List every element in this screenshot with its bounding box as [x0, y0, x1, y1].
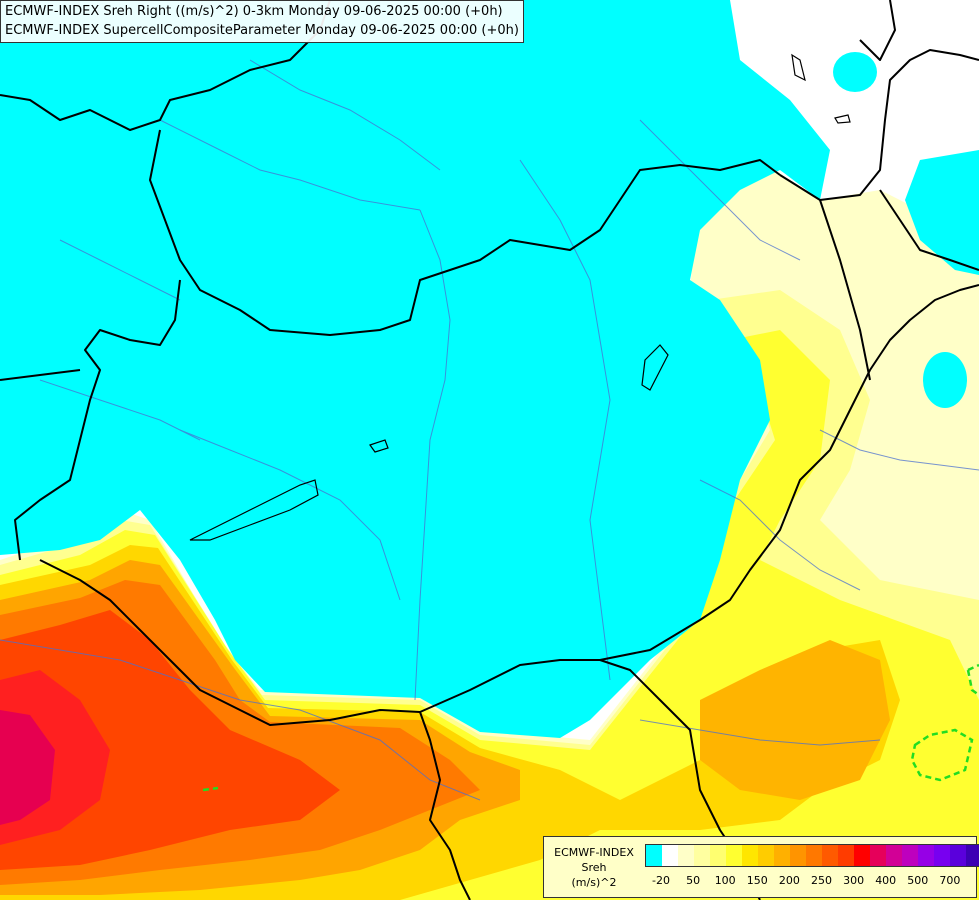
- legend-swatch: [758, 845, 774, 866]
- river: [179, 429, 401, 601]
- legend-tick-label: 250: [811, 874, 832, 887]
- legend-swatch: [726, 845, 742, 866]
- legend-swatch: [918, 845, 934, 866]
- legend-swatch-bar: [645, 844, 979, 867]
- river: [639, 119, 801, 261]
- legend-tick-label: 200: [778, 874, 800, 887]
- crimson-core-region: [0, 710, 55, 825]
- legend-swatch: [694, 845, 710, 866]
- legend-title-line-2: Sreh: [581, 861, 607, 874]
- river: [0, 639, 481, 801]
- country-border: [819, 199, 871, 381]
- country-border: [859, 0, 896, 61]
- supercell-contour: [910, 728, 974, 782]
- legend-tick-label: 700: [939, 874, 961, 887]
- legend-swatch: [790, 845, 806, 866]
- legend-tick-label: 150: [746, 874, 768, 887]
- legend-swatch: [822, 845, 838, 866]
- helicity-field-cold: [0, 0, 979, 738]
- country-border: [39, 559, 471, 900]
- country-border: [419, 659, 761, 900]
- legend-swatch: [854, 845, 870, 866]
- legend-tick-label: 300: [843, 874, 865, 887]
- legend-swatch: [966, 845, 979, 866]
- legend-swatch: [902, 845, 918, 866]
- legend-swatch: [678, 845, 694, 866]
- title-line-1: ECMWF-INDEX Sreh Right ((m/s)^2) 0-3km M…: [5, 4, 503, 19]
- title-line-2: ECMWF-INDEX SupercellCompositeParameter …: [5, 23, 519, 38]
- country-border: [0, 369, 81, 381]
- legend-swatch: [838, 845, 854, 866]
- river: [39, 379, 201, 441]
- lake: [369, 439, 389, 453]
- legend-swatch: [646, 845, 662, 866]
- legend-tick-row: -20 50 100 150 200 250 300 400 500 700: [645, 874, 971, 888]
- legend-swatch: [950, 845, 966, 866]
- cyan-patch-east-small: [923, 352, 967, 408]
- river: [159, 119, 421, 211]
- river: [519, 159, 611, 681]
- country-border: [14, 279, 181, 561]
- cyan-patch-east: [905, 150, 979, 275]
- orange-east-region: [700, 640, 890, 800]
- country-border: [149, 129, 781, 336]
- lake: [641, 344, 669, 391]
- legend-swatch: [934, 845, 950, 866]
- supercell-contour: [966, 663, 979, 697]
- country-border: [599, 284, 979, 661]
- legend-title: ECMWF-INDEX Sreh (m/s)^2: [548, 845, 640, 890]
- color-legend: ECMWF-INDEX Sreh (m/s)^2 -20 50 100 150 200 2…: [543, 836, 979, 898]
- legend-tick-label: 100: [714, 874, 736, 887]
- cyan-patch-ne: [833, 52, 877, 92]
- legend-swatch: [774, 845, 790, 866]
- river: [699, 479, 861, 591]
- rivers: [0, 59, 979, 801]
- river: [639, 719, 881, 746]
- cyan-region: [0, 0, 830, 738]
- lake: [834, 114, 851, 124]
- country-border: [879, 189, 979, 271]
- legend-swatch: [806, 845, 822, 866]
- lake: [791, 53, 806, 82]
- legend-tick-label: -20: [652, 874, 670, 887]
- legend-swatch: [870, 845, 886, 866]
- legend-tick-label: 50: [686, 874, 701, 887]
- lakes: [189, 53, 851, 541]
- legend-swatch: [710, 845, 726, 866]
- legend-tick-label: 500: [907, 874, 929, 887]
- legend-swatch: [662, 845, 678, 866]
- helicity-field-warm: [0, 160, 979, 900]
- legend-tick-label: 400: [875, 874, 897, 887]
- legend-title-line-1: ECMWF-INDEX: [554, 846, 634, 859]
- supercell-contour: [202, 786, 219, 792]
- country-border: [779, 49, 979, 201]
- lake: [189, 479, 319, 541]
- map-title-box: ECMWF-INDEX Sreh Right ((m/s)^2) 0-3km M…: [0, 0, 524, 43]
- legend-title-line-3: (m/s)^2: [571, 876, 617, 889]
- river: [249, 59, 441, 171]
- legend-swatch: [742, 845, 758, 866]
- legend-swatch: [886, 845, 902, 866]
- river: [59, 239, 181, 301]
- river: [414, 209, 451, 701]
- river: [819, 429, 979, 471]
- country-border: [0, 0, 331, 131]
